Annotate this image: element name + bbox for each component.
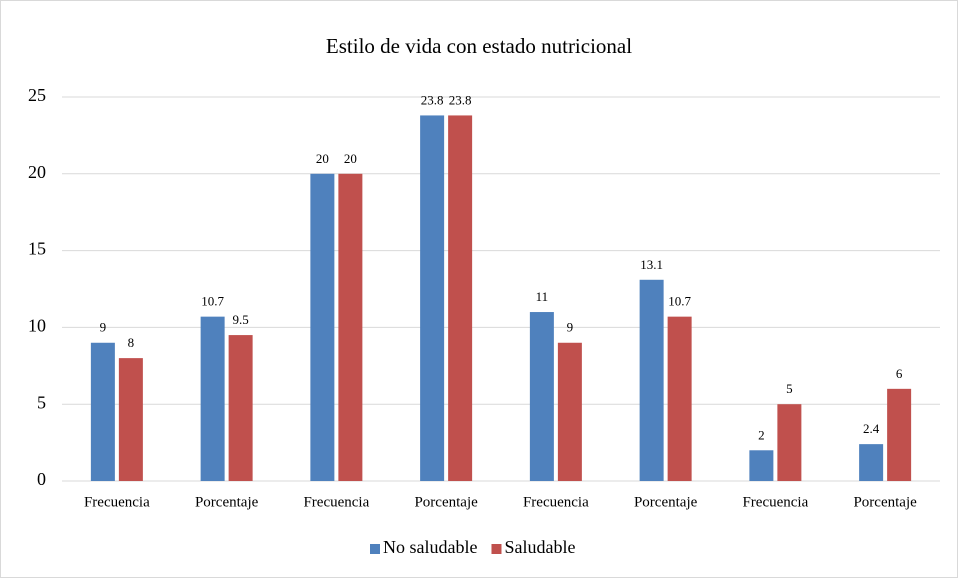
data-label: 23.8 (421, 92, 444, 107)
data-label: 23.8 (449, 92, 472, 107)
x-tick-label: Porcentaje (414, 494, 478, 510)
bar (420, 115, 445, 481)
bar (749, 450, 774, 481)
data-label: 9 (567, 320, 574, 335)
y-tick-label: 0 (37, 469, 46, 489)
bar (667, 316, 692, 481)
y-tick-label: 20 (28, 162, 46, 182)
x-tick-label: Frecuencia (84, 494, 150, 510)
data-label: 5 (786, 381, 793, 396)
bar (118, 358, 143, 481)
x-tick-label: Frecuencia (523, 494, 589, 510)
bar (859, 444, 884, 481)
legend-swatch (370, 544, 380, 554)
legend-label: Saludable (504, 537, 575, 557)
bar (448, 115, 473, 481)
data-label: 9.5 (233, 312, 249, 327)
data-label: 2 (758, 427, 765, 442)
legend-swatch (491, 544, 502, 554)
chart-title: Estilo de vida con estado nutricional (326, 34, 632, 58)
bar (557, 342, 582, 481)
bar (90, 342, 115, 481)
x-tick-label: Porcentaje (853, 494, 917, 510)
bar (529, 312, 554, 481)
bar (639, 279, 664, 481)
bar (200, 316, 225, 481)
bar (887, 388, 912, 481)
y-tick-label: 10 (28, 316, 46, 336)
y-tick-label: 25 (28, 85, 46, 105)
bar (310, 173, 335, 482)
y-tick-label: 15 (28, 239, 46, 259)
x-tick-label: Frecuencia (742, 494, 808, 510)
x-tick-label: Porcentaje (195, 494, 259, 510)
data-label: 9 (100, 320, 107, 335)
data-label: 10.7 (668, 294, 691, 309)
x-tick-label: Porcentaje (634, 494, 698, 510)
y-tick-label: 5 (37, 392, 46, 412)
legend-label: No saludable (383, 537, 477, 557)
data-label: 20 (316, 151, 329, 166)
bar (338, 173, 363, 482)
bar (228, 335, 253, 481)
data-label: 8 (128, 335, 135, 350)
data-label: 20 (344, 151, 357, 166)
data-label: 11 (536, 289, 549, 304)
data-label: 2.4 (863, 421, 880, 436)
data-label: 10.7 (201, 294, 224, 309)
data-label: 13.1 (640, 257, 663, 272)
bar (777, 404, 802, 481)
data-label: 6 (896, 366, 903, 381)
x-tick-label: Frecuencia (303, 494, 369, 510)
